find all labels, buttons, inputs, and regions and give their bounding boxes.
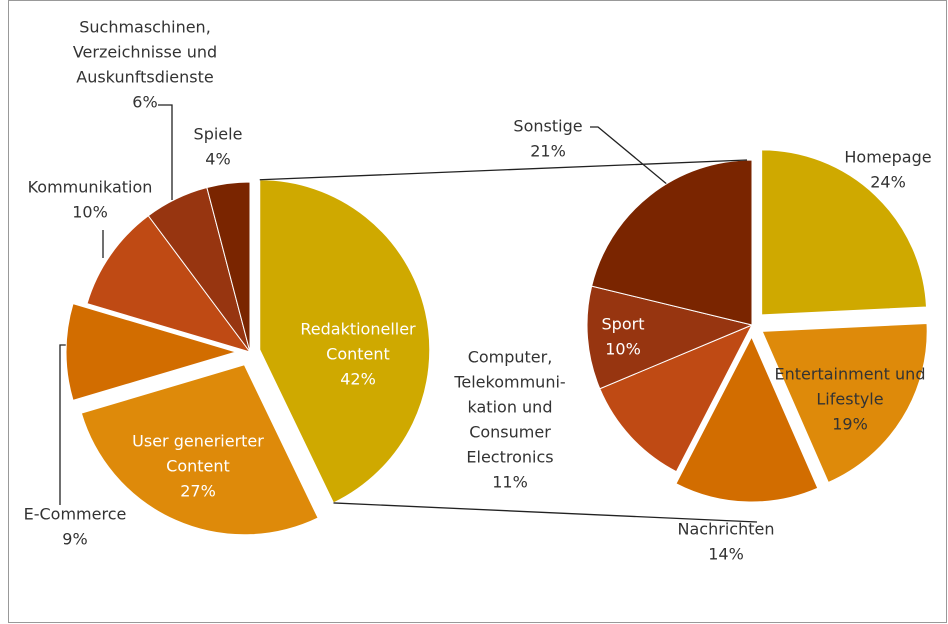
value-label: 14% (708, 545, 744, 564)
value-label: 9% (62, 530, 87, 549)
leader-line (59, 344, 68, 505)
slice-label: Entertainment und (775, 365, 926, 384)
slice-label: Verzeichnisse und (73, 43, 217, 62)
pie-slice (591, 159, 753, 326)
slice-label: Content (166, 457, 230, 476)
pie-slice (586, 285, 754, 390)
slice-label: Electronics (466, 448, 553, 467)
slice-label: Lifestyle (816, 390, 883, 409)
slice-label: Kommunikation (28, 178, 153, 197)
slice-label: Auskunftsdienste (76, 68, 213, 87)
slice-label: kation und (468, 398, 553, 417)
value-label: 21% (530, 142, 566, 161)
slice-label: Telekommuni- (453, 373, 565, 392)
pie-slice (761, 149, 927, 316)
value-label: 10% (72, 203, 108, 222)
value-label: 24% (870, 173, 906, 192)
slice-label: Sport (602, 315, 645, 334)
pie-slice (206, 181, 251, 353)
pie-slice (86, 215, 252, 353)
value-label: 27% (180, 482, 216, 501)
slice-label: Sonstige (513, 117, 582, 136)
pie-slice (259, 179, 431, 504)
value-label: 42% (340, 370, 376, 389)
leader-line (158, 104, 173, 200)
value-label: 4% (205, 150, 230, 169)
connector-line (333, 502, 758, 523)
pie-slice (65, 303, 238, 401)
slice-label: Redaktioneller (300, 320, 416, 339)
leader-line (590, 126, 681, 196)
connector-line (259, 159, 748, 181)
slice-label: Consumer (469, 423, 551, 442)
pie-slice (675, 335, 819, 503)
slice-label: Content (326, 345, 390, 364)
value-label: 6% (132, 93, 157, 112)
slice-label: Spiele (194, 125, 243, 144)
chart-border (8, 0, 947, 623)
value-label: 11% (492, 473, 528, 492)
slice-label: Nachrichten (678, 520, 775, 539)
slice-label: E-Commerce (24, 505, 127, 524)
value-label: 10% (605, 340, 641, 359)
pie-slice (80, 364, 319, 536)
pie-slice (599, 324, 754, 473)
slice-label: Homepage (844, 148, 931, 167)
slice-label: User generierter (132, 432, 264, 451)
pie-slice (761, 322, 928, 484)
value-label: 19% (832, 415, 868, 434)
slice-label: Suchmaschinen, (79, 18, 211, 37)
slice-label: Computer, (468, 348, 553, 367)
